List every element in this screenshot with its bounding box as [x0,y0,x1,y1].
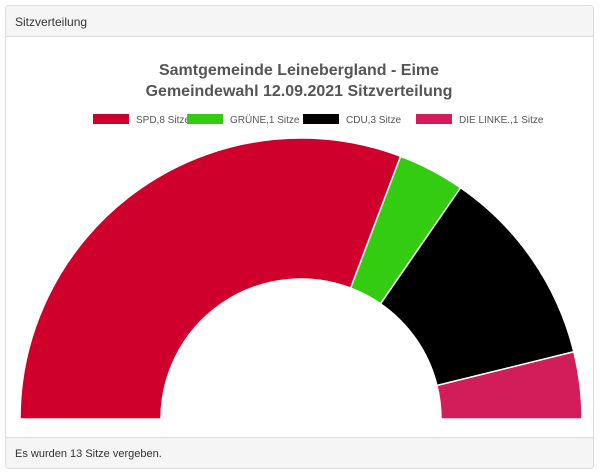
seat-chart: Samtgemeinde Leinebergland - Eime Gemein… [19,62,583,420]
legend-item[interactable]: SPD,8 Sitze [93,114,190,126]
legend-swatch [416,114,452,124]
legend-swatch [93,114,129,124]
legend-item[interactable]: DIE LINKE.,1 Sitze [416,114,544,126]
chart-title-line-1: Samtgemeinde Leinebergland - Eime [159,62,439,79]
legend-item[interactable]: CDU,3 Sitze [303,114,401,126]
chart-title-line-2: Gemeindewahl 12.09.2021 Sitzverteilung [146,83,453,100]
chart-arcs [19,137,583,420]
chart-area: Samtgemeinde Leinebergland - Eime Gemein… [6,37,593,437]
seat-distribution-panel: Sitzverteilung Samtgemeinde Leineberglan… [5,5,594,469]
legend-label: GRÜNE,1 Sitze [230,114,300,126]
legend-label: SPD,8 Sitze [136,115,190,126]
legend-item[interactable]: GRÜNE,1 Sitze [187,114,300,126]
legend-label: DIE LINKE.,1 Sitze [459,115,544,126]
slice-die-linke[interactable] [436,350,583,420]
legend-swatch [187,114,223,124]
panel-heading: Sitzverteilung [6,6,593,37]
legend-swatch [303,114,339,124]
chart-legend: SPD,8 Sitze GRÜNE,1 Sitze CDU,3 Sitze DIE L… [93,114,544,126]
panel-footer: Es wurden 13 Sitze vergeben. [6,437,593,468]
slice-spd[interactable] [19,137,402,420]
legend-label: CDU,3 Sitze [346,115,401,126]
